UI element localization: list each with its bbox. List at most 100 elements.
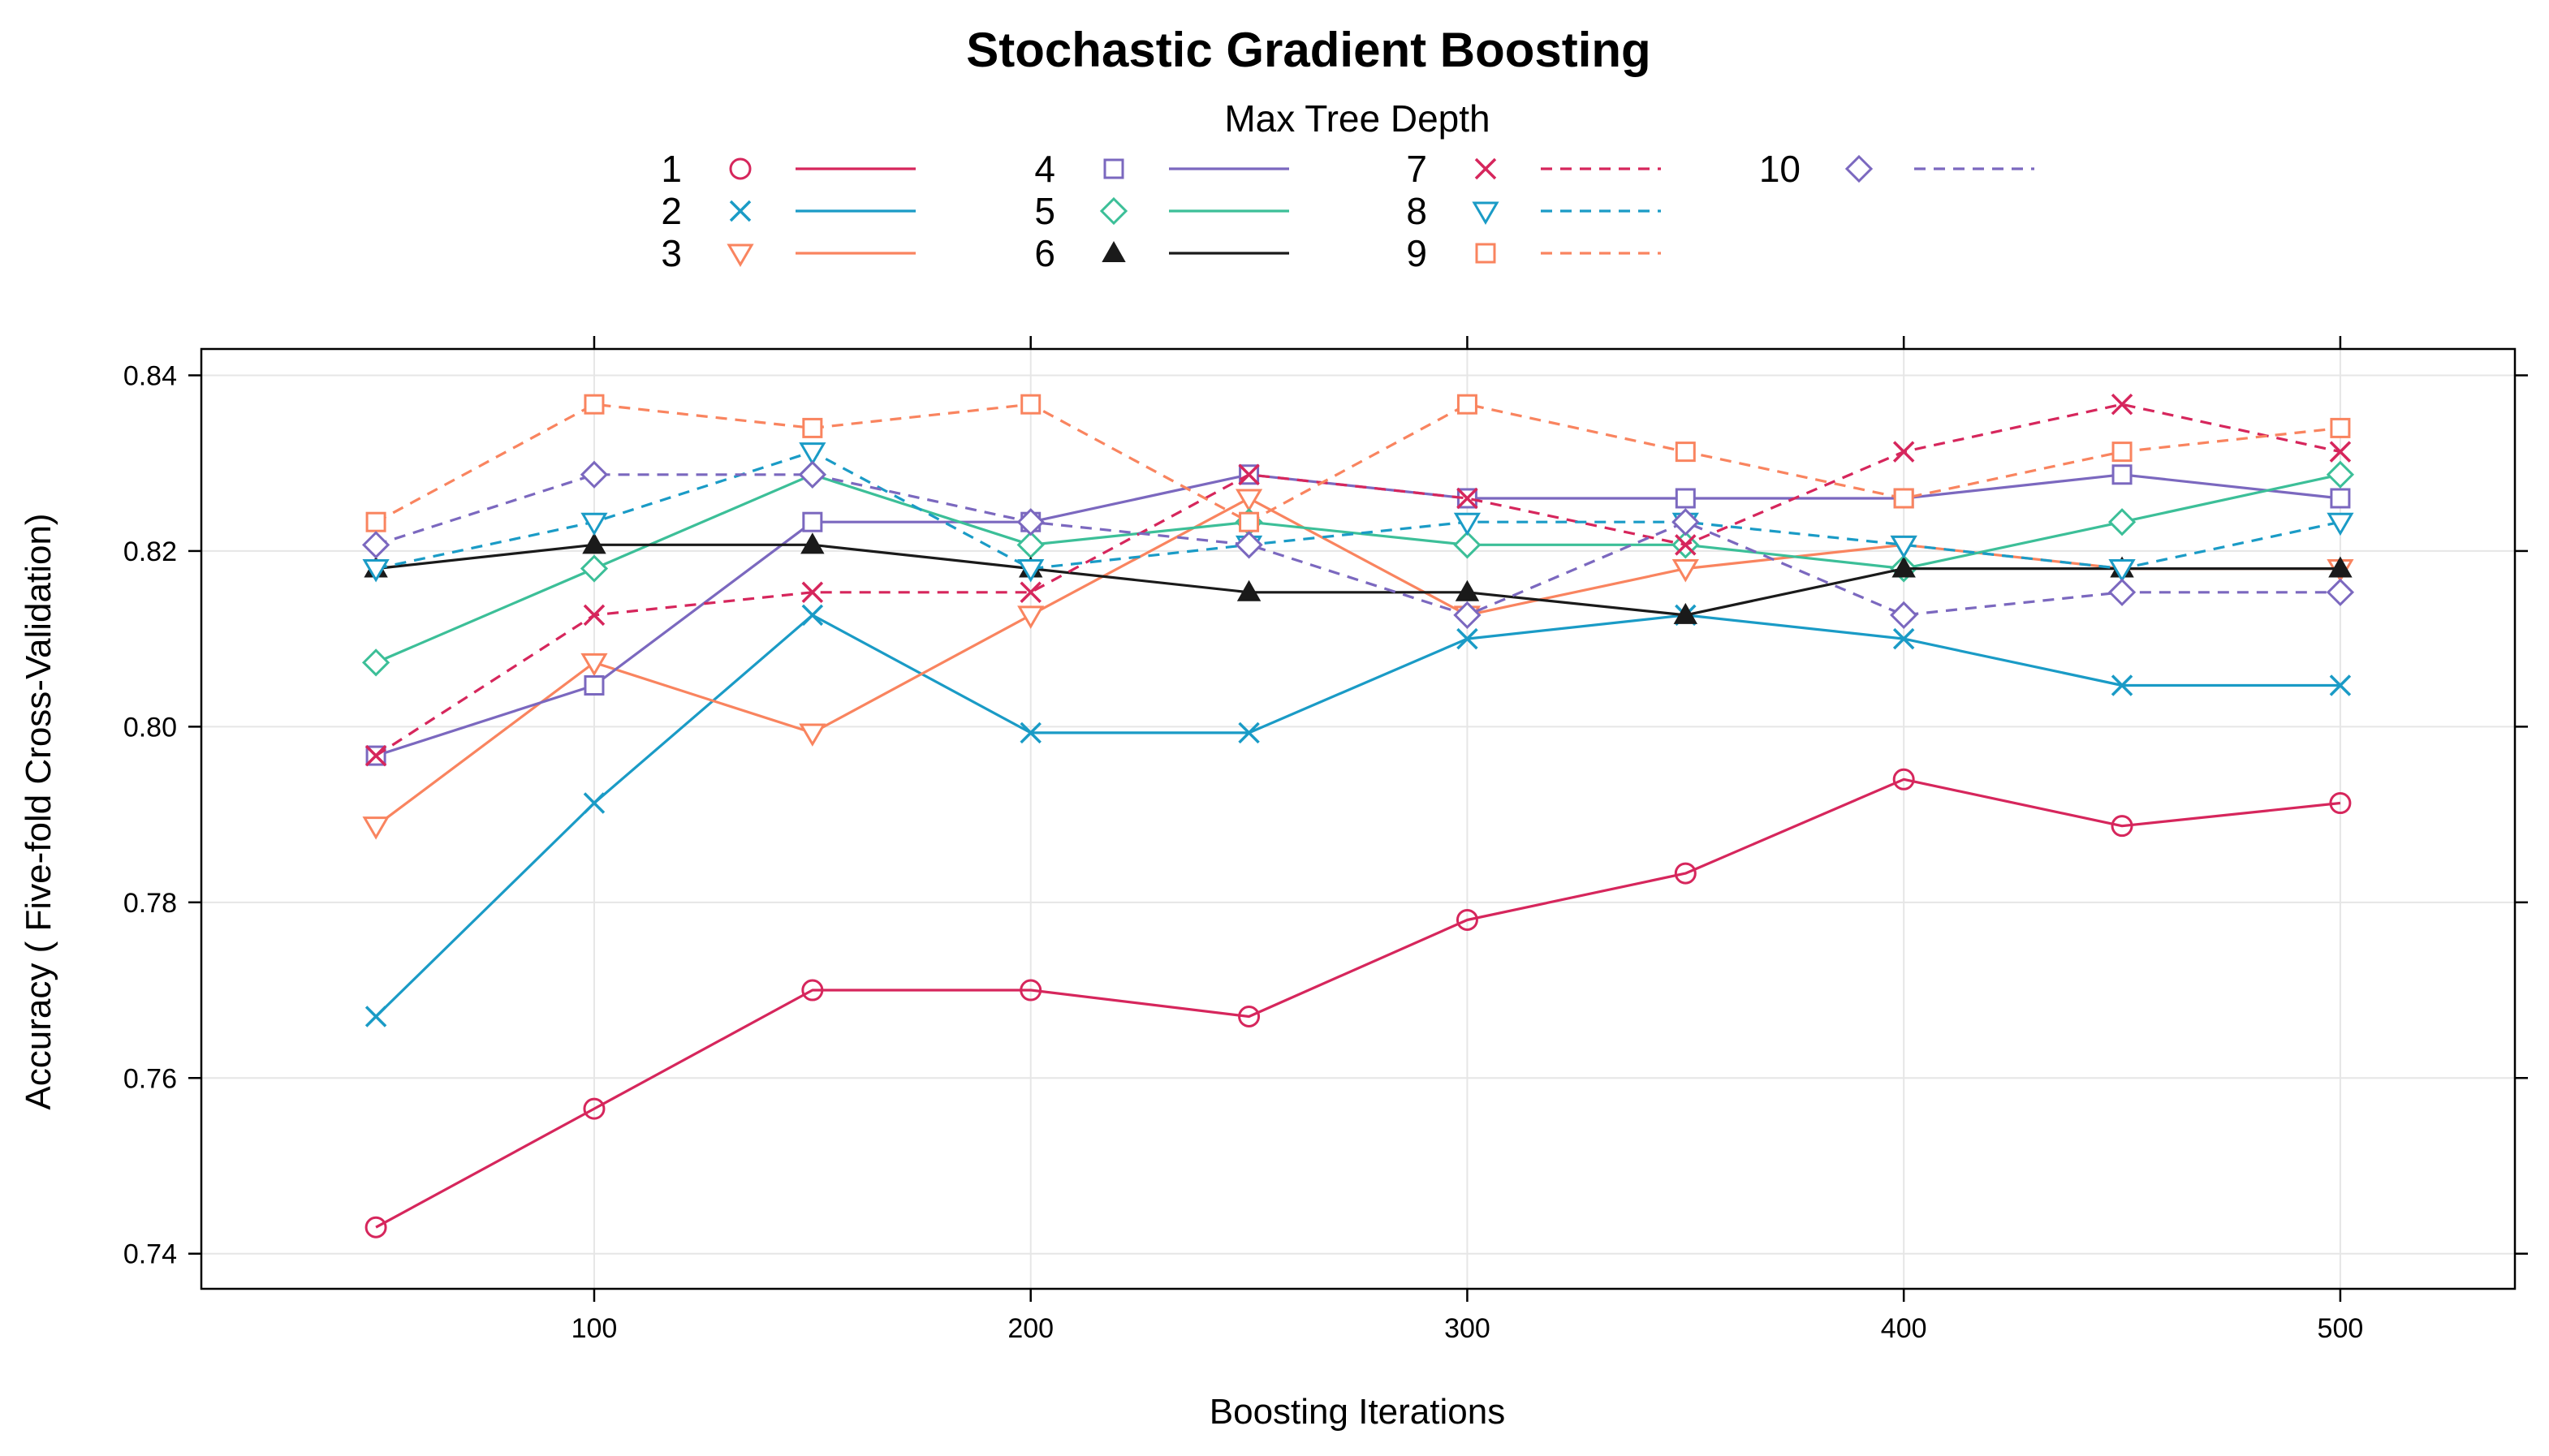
legend-marker-7: [1474, 157, 1497, 180]
series-1-point: [1674, 862, 1697, 885]
legend-marker-8: [1472, 201, 1499, 225]
series-5-point: [361, 648, 390, 677]
series-9-point: [1893, 488, 1914, 509]
series-7-point: [364, 744, 387, 767]
series-3-point: [1671, 559, 1699, 583]
y-tick-label: 0.78: [123, 888, 177, 919]
legend-item-7: 7: [1406, 148, 1661, 190]
series-2-point: [1020, 722, 1042, 744]
series-6-point: [2328, 556, 2353, 578]
legend-label: 10: [1759, 148, 1801, 190]
series-8-point: [1453, 512, 1482, 536]
series-7-point: [801, 581, 824, 604]
series-9-point: [1239, 511, 1260, 532]
series-1-point: [801, 979, 824, 1002]
series-4: [365, 464, 2351, 766]
series-6-point: [582, 532, 606, 554]
series-line-3: [375, 497, 2340, 827]
series-10-point: [1016, 508, 1045, 536]
series-2-point: [1456, 627, 1478, 650]
legend-marker-5: [1099, 196, 1128, 226]
y-tick-label: 0.80: [123, 712, 177, 743]
series-8-point: [2327, 512, 2354, 536]
series-8-point: [580, 512, 608, 536]
series-2-point: [1238, 722, 1260, 744]
series-8-point: [799, 442, 826, 466]
series-4-point: [2330, 488, 2351, 509]
legend-label: 6: [1034, 232, 1055, 274]
series-9-point: [2330, 417, 2351, 438]
series-5-point: [1016, 531, 1045, 559]
legend-label: 8: [1406, 190, 1427, 232]
legend-label: 9: [1406, 232, 1427, 274]
series-9-point: [1020, 394, 1042, 415]
series-5-point: [2326, 460, 2355, 489]
series-3-point: [1235, 489, 1263, 512]
series-7-point: [1456, 487, 1478, 510]
series-6-point: [800, 532, 825, 554]
y-tick-label: 0.84: [123, 360, 177, 391]
series-6-point: [1236, 579, 1262, 601]
legend-marker-6: [1102, 240, 1126, 262]
series-1: [364, 768, 2352, 1238]
axes: 100 200 300 400 500 0.74 0.76 0.78 0.80 0.82 0.84: [123, 336, 2528, 1344]
series-4-point: [802, 511, 823, 532]
series-7-point: [2111, 393, 2133, 416]
series-1-point: [2111, 815, 2133, 838]
series-7-point: [2329, 441, 2352, 463]
legend-item-4: 4: [1034, 148, 1289, 190]
legend-marker-3: [727, 243, 754, 267]
plot-frame: [200, 347, 2517, 1290]
legend-item-9: 9: [1406, 232, 1661, 274]
series-5-point: [2107, 508, 2137, 536]
series-line-7: [375, 403, 2341, 757]
legend-item-3: 3: [661, 232, 916, 274]
series-1-point: [2329, 792, 2352, 815]
series-3: [362, 489, 2354, 840]
series-1-point: [1238, 1006, 1261, 1028]
series-line-8: [375, 450, 2341, 571]
series-9-point: [584, 394, 605, 415]
series-7: [364, 393, 2352, 767]
series-1-point: [1892, 768, 1915, 790]
legend-item-5: 5: [1034, 190, 1289, 232]
series-2: [364, 604, 2352, 1027]
y-axis-label: Accuracy ( Five-fold Cross-Validation): [19, 513, 58, 1109]
y-tick-label: 0.74: [123, 1239, 177, 1270]
series-10-point: [2107, 578, 2137, 606]
series-9-point: [1456, 394, 1477, 415]
series-line-6: [375, 543, 2340, 617]
grid: [201, 349, 2515, 1289]
series-2-point: [2329, 674, 2352, 696]
series-line-10: [375, 473, 2340, 617]
series-7-point: [583, 604, 606, 627]
chart-title: Stochastic Gradient Boosting: [966, 23, 1650, 77]
x-axis-label: Boosting Iterations: [1210, 1392, 1505, 1432]
series-7-point: [1238, 463, 1260, 485]
legend-marker-10: [1844, 154, 1874, 183]
series-9-point: [802, 417, 823, 438]
series-5-point: [580, 554, 609, 583]
series-10-point: [1235, 531, 1263, 559]
series-line-4: [375, 473, 2341, 757]
legend-label: 7: [1406, 148, 1427, 190]
x-tick-label: 500: [2318, 1313, 2364, 1344]
series-6-point: [1891, 556, 1916, 578]
series-line-5: [375, 473, 2341, 664]
series-3-point: [580, 653, 608, 677]
series-3-point: [362, 816, 390, 840]
legend-item-6: 6: [1034, 232, 1289, 274]
series-2-point: [364, 1006, 387, 1027]
x-tick-label: 100: [571, 1313, 618, 1344]
legend-label: 5: [1034, 190, 1055, 232]
legend-label: 2: [661, 190, 682, 232]
series-line-2: [374, 614, 2340, 1018]
series-line-9: [375, 403, 2341, 523]
series-9-point: [365, 511, 386, 532]
series-4-point: [1675, 488, 1696, 509]
series-10-point: [580, 460, 609, 489]
series-10-point: [798, 460, 826, 489]
series-1-point: [583, 1097, 606, 1120]
series-3-point: [799, 723, 826, 747]
